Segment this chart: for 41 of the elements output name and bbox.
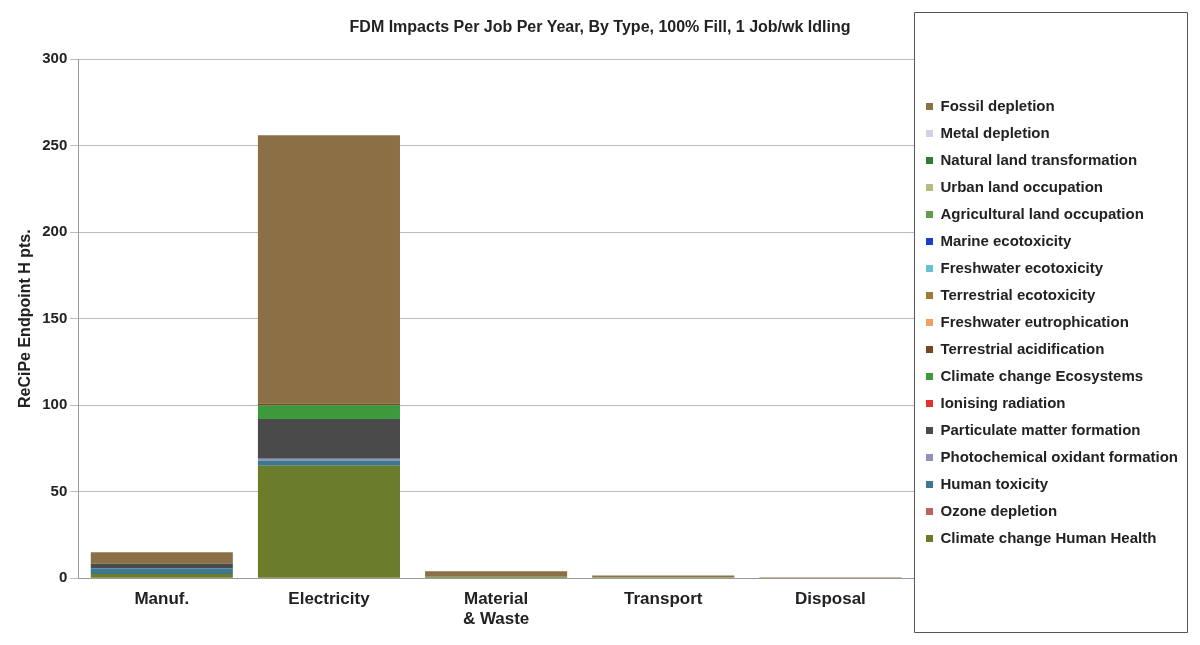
legend-label: Human toxicity xyxy=(940,474,1049,492)
legend-label: Terrestrial acidification xyxy=(940,339,1105,357)
x-tick-label: Transport xyxy=(624,589,703,609)
legend-label: Climate change Human Health xyxy=(940,528,1157,546)
legend-label: Marine ecotoxicity xyxy=(940,231,1073,249)
bar xyxy=(425,571,568,577)
legend-label: Agricultural land occupation xyxy=(940,204,1144,222)
x-tick-label: Manuf. xyxy=(134,589,190,609)
legend-label: Fossil depletion xyxy=(940,96,1055,114)
y-tick-label: 250 xyxy=(42,135,68,153)
y-tick-label: 100 xyxy=(42,395,68,413)
bar xyxy=(257,135,400,404)
legend-label: Ionising radiation xyxy=(940,393,1066,411)
x-tick-label: Electricity xyxy=(288,589,371,609)
legend-label: Freshwater eutrophication xyxy=(940,312,1129,330)
legend-label: Metal depletion xyxy=(940,123,1050,141)
bar xyxy=(257,465,400,578)
y-axis-title: ReCiPe Endpoint H pts. xyxy=(16,229,34,409)
legend-label: Particulate matter formation xyxy=(940,420,1141,438)
x-tick-label: Disposal xyxy=(794,589,866,609)
bar xyxy=(257,405,400,420)
legend-label: Freshwater ecotoxicity xyxy=(940,258,1104,276)
chart-title: FDM Impacts Per Job Per Year, By Type, 100% Fill, 1 Job/wk Idling xyxy=(349,18,851,36)
bar xyxy=(90,563,233,569)
y-tick-label: 200 xyxy=(42,222,68,240)
x-tick-label: Material & Waste xyxy=(462,589,530,629)
y-tick-label: 150 xyxy=(42,308,68,326)
bar xyxy=(90,573,233,578)
y-tick-label: 300 xyxy=(42,49,68,67)
legend-label: Climate change Ecosystems xyxy=(940,366,1144,384)
legend-label: Terrestrial ecotoxicity xyxy=(940,285,1096,303)
legend-label: Ozone depletion xyxy=(940,501,1058,519)
legend-label: Urban land occupation xyxy=(940,177,1103,195)
y-tick-label: 50 xyxy=(50,481,68,499)
legend-label: Natural land transformation xyxy=(940,150,1138,168)
legend-label: Photochemical oxidant formation xyxy=(940,447,1179,465)
y-tick-label: 0 xyxy=(58,568,68,586)
bar xyxy=(90,568,233,574)
bar xyxy=(257,460,400,466)
bar xyxy=(90,552,233,564)
bar xyxy=(257,419,400,459)
